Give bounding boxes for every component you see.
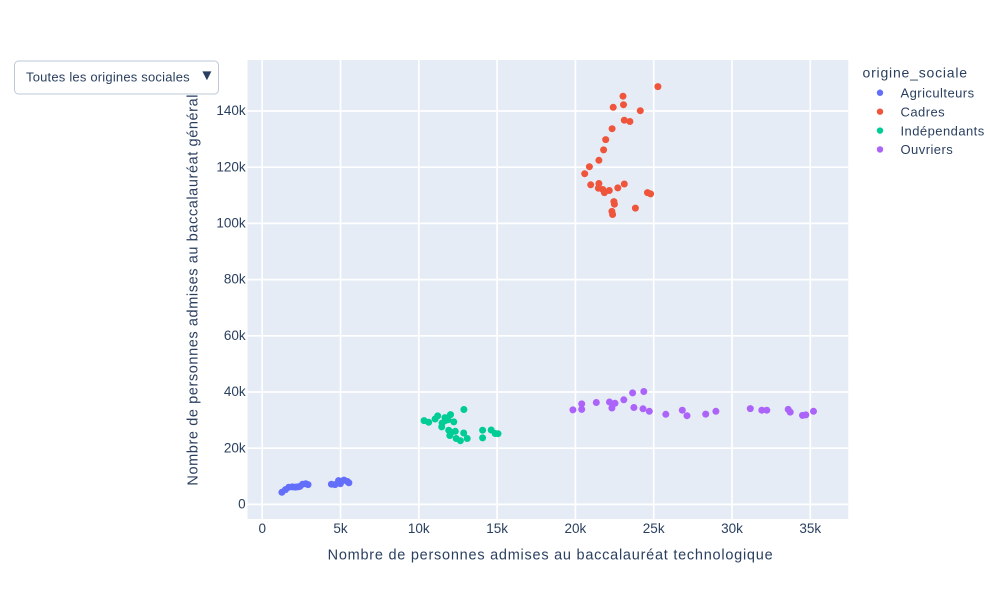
svg-text:origine_sociale: origine_sociale [863,65,968,81]
svg-text:Ouvriers: Ouvriers [901,142,954,157]
svg-text:80k: 80k [224,272,246,287]
svg-text:Nombre de personnes admises au: Nombre de personnes admises au baccalaur… [328,548,774,564]
svg-text:0: 0 [238,497,246,512]
svg-text:20k: 20k [565,521,587,536]
svg-text:5k: 5k [333,521,348,536]
svg-text:Toutes les origines sociales: Toutes les origines sociales [26,70,190,85]
svg-text:Indépendants: Indépendants [901,123,985,138]
svg-text:30k: 30k [721,521,743,536]
svg-text:100k: 100k [216,216,246,231]
svg-text:25k: 25k [643,521,665,536]
svg-text:Agriculteurs: Agriculteurs [901,85,975,100]
svg-text:140k: 140k [216,103,246,118]
svg-text:Nombre de personnes admises au: Nombre de personnes admises au baccalaur… [186,94,202,486]
svg-text:Cadres: Cadres [901,104,946,119]
svg-text:10k: 10k [408,521,430,536]
svg-text:20k: 20k [224,440,246,455]
svg-text:60k: 60k [224,328,246,343]
svg-text:0: 0 [258,521,266,536]
svg-text:40k: 40k [224,384,246,399]
svg-text:15k: 15k [486,521,508,536]
svg-text:35k: 35k [799,521,821,536]
svg-text:120k: 120k [216,159,246,174]
